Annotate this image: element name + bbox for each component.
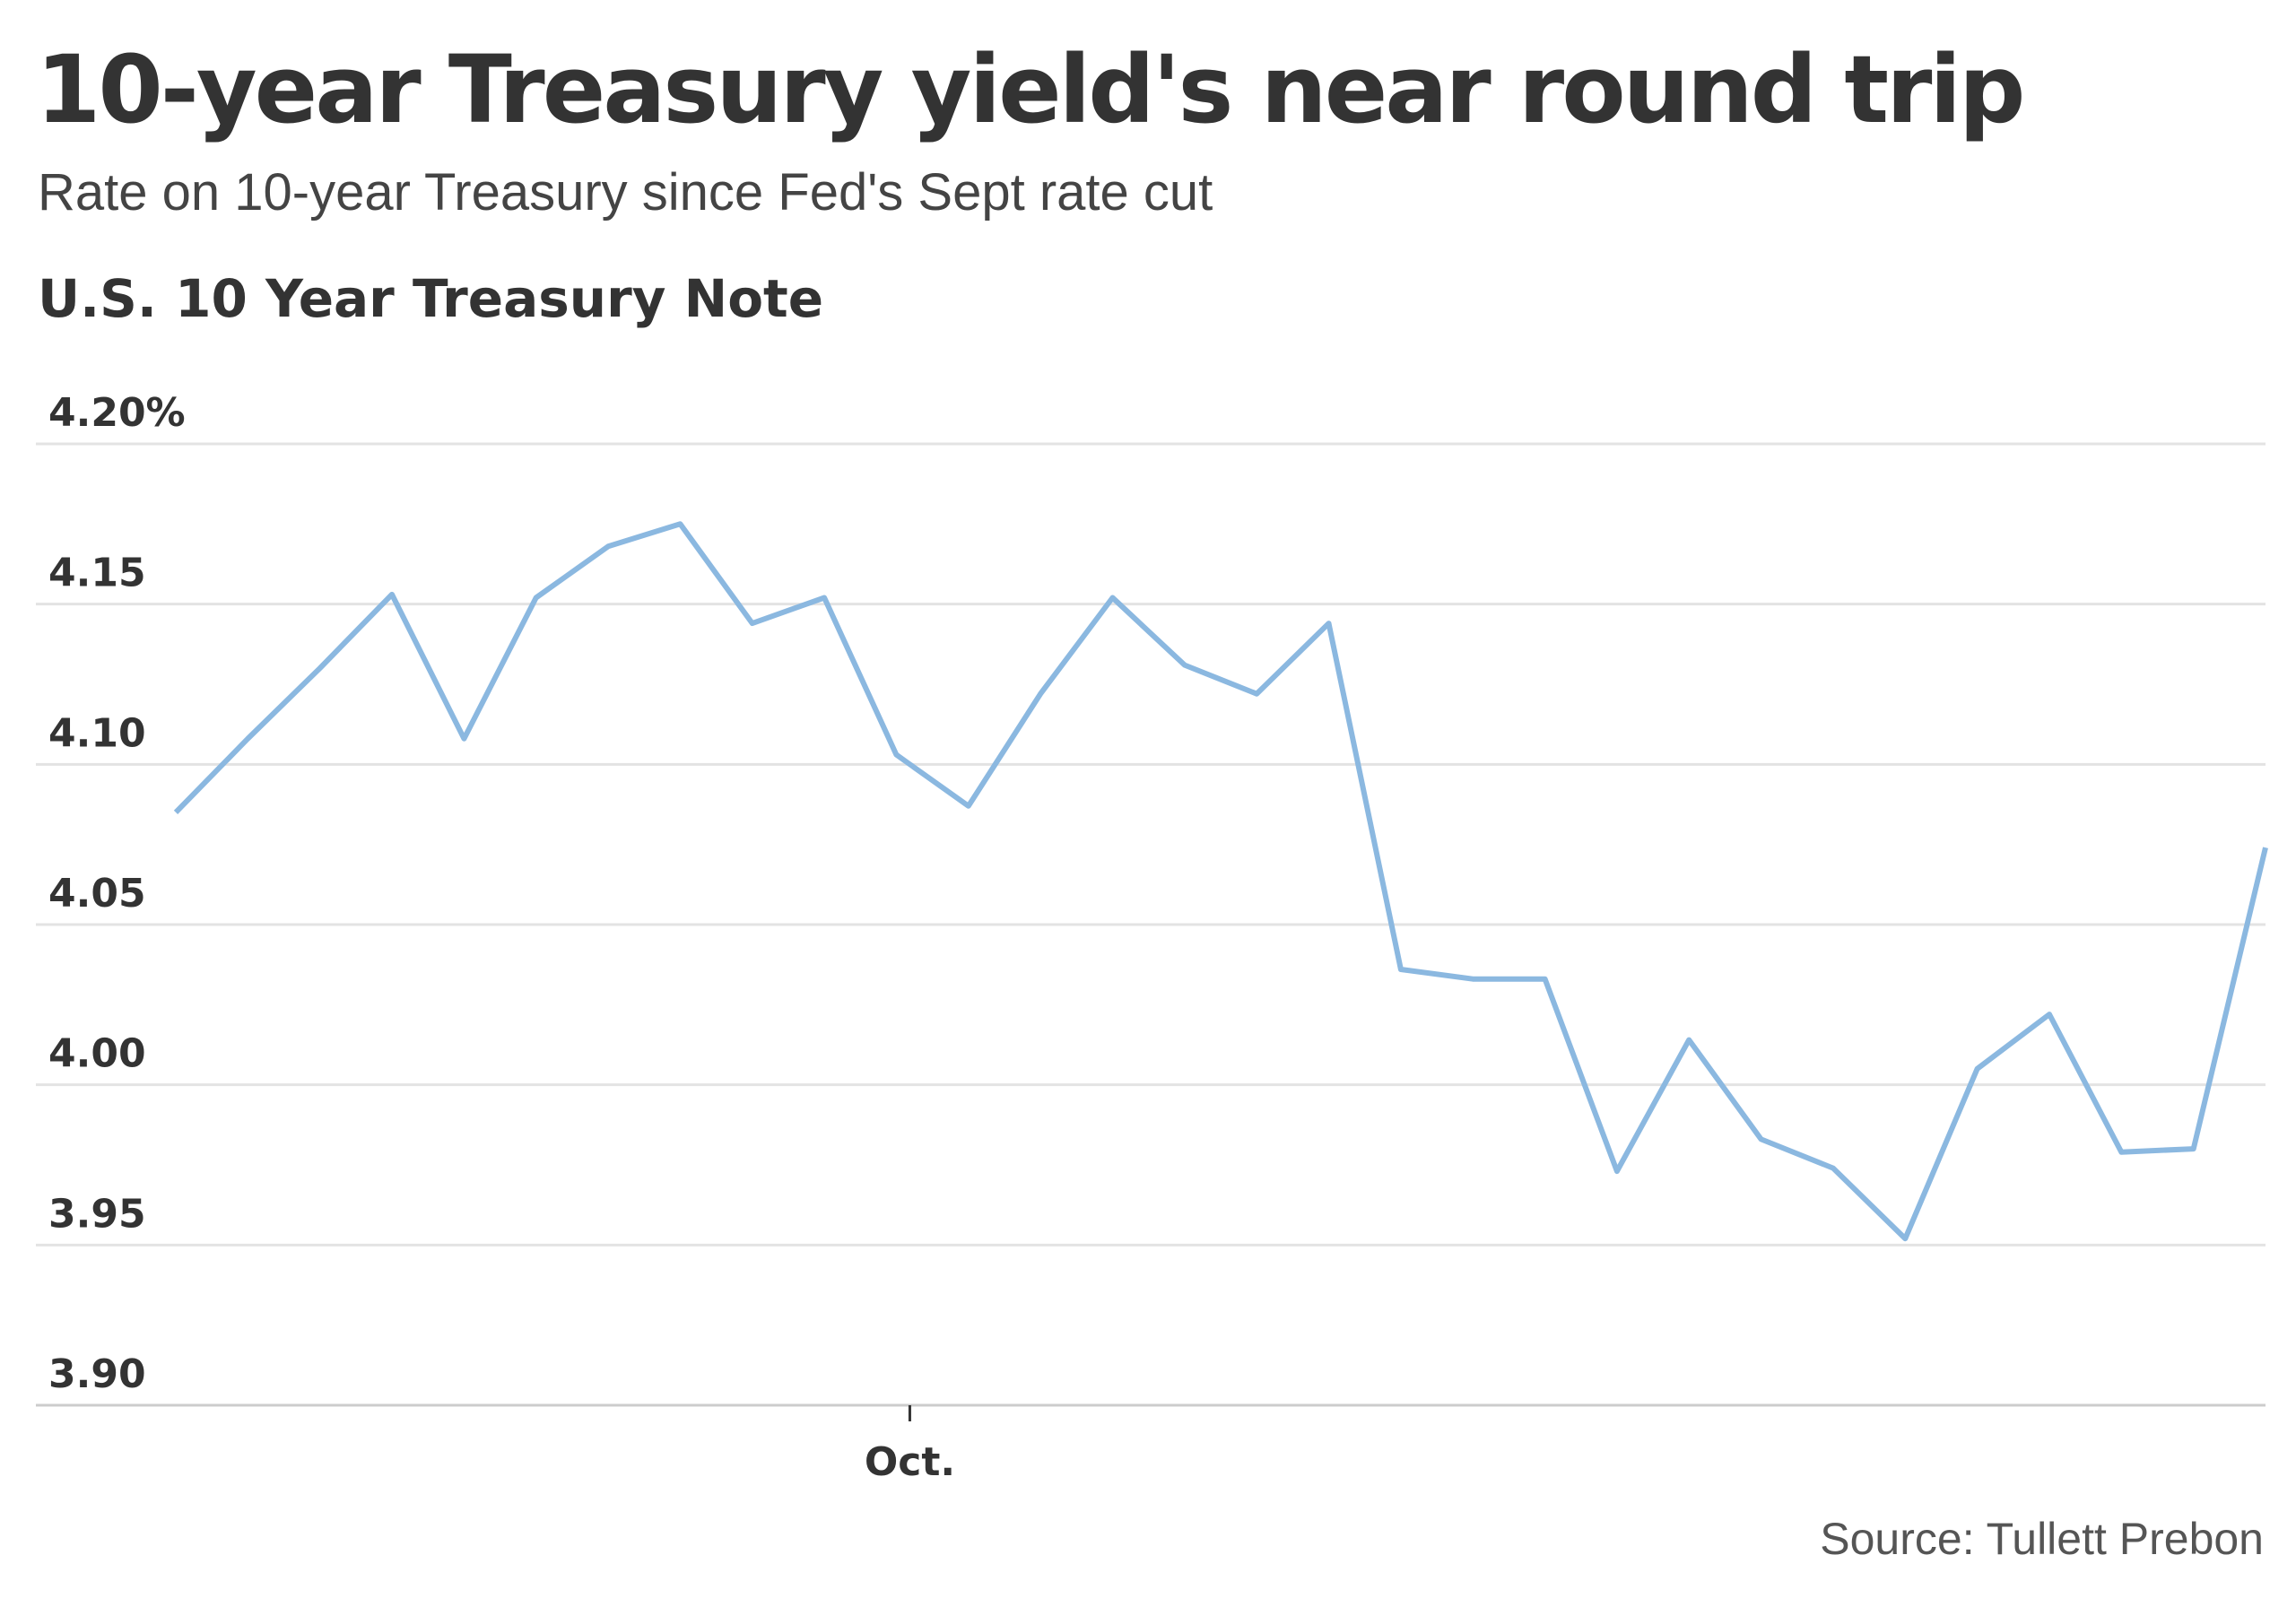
gridlines [36,442,2266,1407]
y-tick-label: 4.10 [48,710,146,756]
x-axis: Oct. [865,1405,955,1485]
data-point [534,595,539,601]
series-label: U.S. 10 Year Treasury Note [38,268,824,329]
data-point [389,592,395,597]
data-point [2118,1150,2124,1155]
data-point [2191,1146,2196,1151]
data-point [173,810,178,815]
data-point [1902,1236,1908,1241]
series-layer [173,521,2268,1242]
y-tick-label: 4.00 [48,1031,146,1077]
data-point [245,736,250,742]
y-tick-label: 3.90 [48,1351,146,1397]
data-point [2263,845,2268,850]
data-point [1759,1136,1764,1142]
data-point [1831,1166,1836,1171]
source-note: Source: Tullett Prebon [1820,1514,2264,1564]
data-point [1326,621,1332,626]
data-point [966,804,971,809]
data-point [1398,967,1404,972]
chart-title: 10-year Treasury yield's near round trip [36,35,2025,144]
data-point [605,543,611,549]
series-line [173,521,2268,1242]
data-point [1543,977,1548,982]
data-point [1109,595,1115,601]
data-point [1182,663,1187,668]
data-point [1470,977,1475,982]
data-point [317,665,323,671]
data-point [677,521,683,526]
data-point [893,752,899,758]
y-tick-label: 4.20% [48,390,186,436]
y-tick-label: 3.95 [48,1191,146,1237]
y-axis-tick-labels: 3.90 3.95 4.00 4.05 4.10 4.15 4.20% [48,390,186,1397]
data-point [822,595,827,601]
data-point [1038,691,1043,697]
x-tick-label: Oct. [865,1439,955,1485]
y-tick-label: 4.15 [48,551,146,596]
data-point [1686,1038,1692,1043]
y-tick-label: 4.05 [48,871,146,916]
data-point [750,621,755,626]
data-point [1614,1168,1620,1174]
data-point [2047,1012,2052,1017]
data-point [461,736,466,742]
data-point [1975,1066,1980,1072]
chart-subtitle: Rate on 10-year Treasury since Fed's Sep… [38,163,1213,222]
data-point [1254,691,1259,697]
